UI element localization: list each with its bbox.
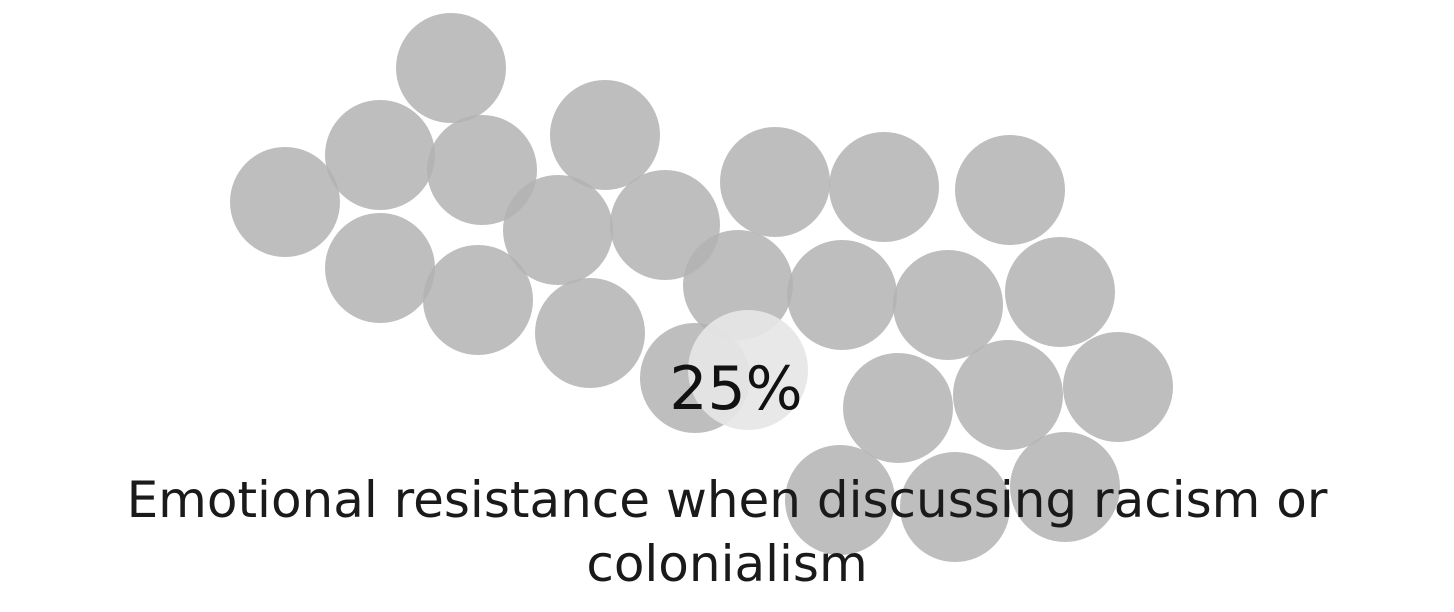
value-label: 25%	[669, 354, 802, 424]
bubble	[683, 230, 793, 340]
bubble	[550, 80, 660, 190]
highlight-bubble	[688, 310, 808, 430]
bubble	[325, 213, 435, 323]
bubble	[427, 115, 537, 225]
bubble	[396, 13, 506, 123]
bubble	[955, 135, 1065, 245]
bubble	[1010, 432, 1120, 542]
bubble	[900, 452, 1010, 562]
bubble	[893, 250, 1003, 360]
bubble	[1005, 237, 1115, 347]
bubble	[787, 240, 897, 350]
bubble	[423, 245, 533, 355]
bubble	[535, 278, 645, 388]
bubble-group	[230, 13, 1173, 562]
bubble	[610, 170, 720, 280]
bubble	[1063, 332, 1173, 442]
bubble	[503, 175, 613, 285]
bubble	[843, 353, 953, 463]
bubble	[953, 340, 1063, 450]
chart-label: Emotional resistance when discussing rac…	[126, 471, 1328, 593]
bubble	[829, 132, 939, 242]
bubble	[230, 147, 340, 257]
bubble	[325, 100, 435, 210]
bubble	[785, 445, 895, 555]
bubble	[720, 127, 830, 237]
